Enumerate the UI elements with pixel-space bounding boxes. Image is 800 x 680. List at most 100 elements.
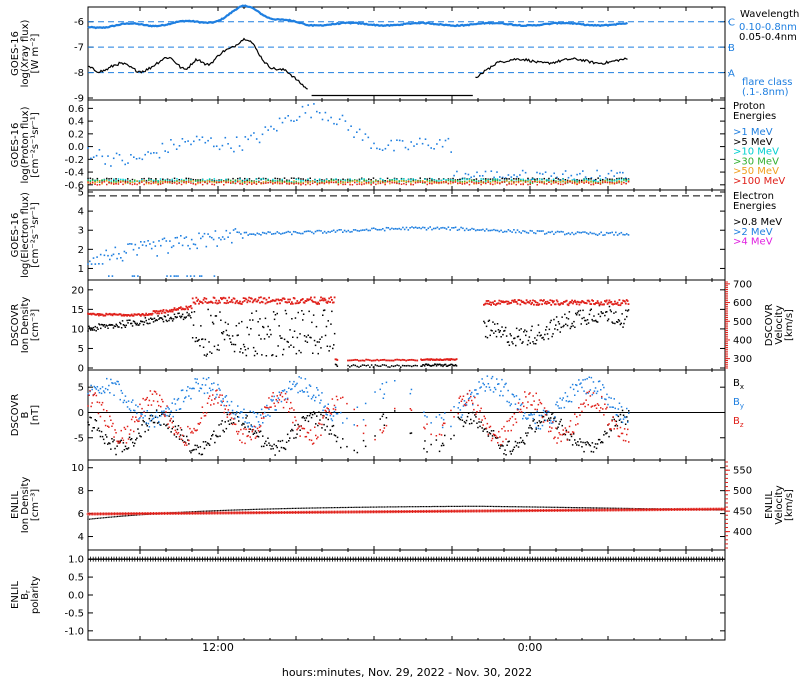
bz-series-point (196, 429, 198, 431)
by-series-point (327, 403, 329, 405)
proton-series-30MeV-point (281, 181, 283, 183)
dscovr-density-series-point (211, 352, 213, 354)
bz-series-point (142, 397, 144, 400)
proton-series-50MeV-point (143, 180, 145, 182)
dscovr-velocity-series-point (326, 302, 329, 304)
bx-series-point (500, 445, 502, 447)
electron-series-2MeV-point (467, 229, 470, 231)
bx-series-point (440, 444, 443, 447)
dscovr-density-series-point (113, 325, 116, 327)
proton-series-30MeV-point (447, 179, 450, 182)
by-series-point (485, 386, 488, 388)
by-series-point (489, 389, 492, 391)
dscovr-density-series-point (204, 338, 207, 341)
proton-series-5MeV-point (113, 179, 115, 181)
enlil-density-series-point (277, 508, 279, 510)
bx-series-point (126, 448, 129, 450)
dscovr-density-series-point (501, 326, 503, 328)
dscovr-density-series-point (262, 326, 265, 329)
enlil-density-series-point (110, 516, 112, 518)
by-series-point (318, 394, 320, 397)
proton-series-5MeV-point (323, 179, 326, 182)
bz-series-point (308, 439, 311, 441)
proton-series-30MeV-point (255, 180, 258, 183)
electron-series-2MeV-point (201, 235, 204, 238)
electron-series-2MeV-point (101, 263, 104, 265)
enlil-density-series-point (307, 507, 309, 509)
proton-series-1MeV-point (287, 115, 289, 117)
dscovr-density-series-point (153, 317, 156, 320)
proton-series-1MeV-point (622, 171, 624, 174)
by-series-point (228, 404, 231, 407)
by-series-point (270, 398, 272, 401)
electron-series-2MeV-point (134, 243, 137, 246)
bx-series-point (245, 417, 247, 419)
bz-series-point (108, 426, 110, 428)
bz-series-point (284, 392, 287, 395)
bx-series-point (225, 427, 228, 430)
bx-series-point (229, 419, 232, 421)
by-series-point (555, 403, 557, 406)
dscovr-density-series-point (311, 321, 313, 324)
electron-series-2MeV-point (320, 230, 322, 232)
proton-series-10MeV-point (138, 180, 141, 182)
dscovr-velocity-series-point (258, 296, 260, 299)
bx-series-point (321, 427, 323, 429)
bz-series-point (130, 418, 133, 421)
by-series-point (621, 421, 624, 424)
bx-series-point (272, 447, 274, 450)
proton-series-1MeV-point (278, 117, 281, 120)
electron-series-2MeV-point (130, 243, 133, 245)
by-series-point (526, 418, 528, 420)
enlil-density-series-point (223, 509, 225, 511)
proton-series-100MeV-point (438, 181, 440, 184)
by-series-point (459, 409, 462, 411)
bz-series-point (242, 433, 244, 435)
bx-series-point (501, 444, 503, 446)
enlil-density-series-point (123, 515, 125, 517)
electron-series-2MeV-point (400, 228, 402, 231)
proton-series-1MeV-point (430, 147, 432, 149)
proton-series-10MeV-point (531, 178, 534, 180)
enlil-density-series-point (263, 508, 265, 510)
proton-series-5MeV-point (150, 178, 152, 180)
dscovr-density-series-point (575, 312, 577, 315)
bz-series-point (152, 400, 155, 402)
electron-series-2MeV-point (493, 228, 495, 231)
bx-series-point (136, 437, 138, 439)
bx-series-point (340, 446, 342, 449)
by-series-point (544, 419, 547, 422)
bx-series-point (333, 434, 336, 436)
enlil-density-series-point (461, 505, 463, 507)
enlil-density-series-point (333, 507, 336, 509)
enlil-density-series-point (571, 507, 573, 509)
dscovr-density-series-point (239, 351, 241, 353)
dscovr-velocity-series-point (512, 299, 514, 302)
dscovr-velocity-series-point (531, 302, 533, 304)
by-series-point (364, 402, 367, 405)
by-series-point (622, 418, 625, 420)
proton-series-5MeV-point (543, 177, 545, 180)
dscovr-velocity-series-point (500, 300, 502, 303)
proton-series-100MeV-point (171, 182, 173, 184)
electron-series-2MeV-point (132, 248, 135, 251)
dscovr-density-series-point (390, 365, 393, 367)
bx-series-point (113, 439, 115, 441)
enlil-density-series-point (450, 505, 453, 507)
enlil-density-series-point (329, 507, 331, 509)
proton-series-100MeV-point (232, 181, 234, 183)
proton-series-10MeV-point (618, 178, 620, 181)
proton-series-1MeV-point (230, 147, 232, 149)
y2-tick-label: 500 (733, 317, 752, 328)
electron-series-2MeV-point (536, 230, 539, 232)
proton-series-5MeV-point (588, 178, 590, 180)
bz-series-point (270, 406, 272, 408)
bz-series-point (488, 426, 491, 429)
proton-series-100MeV-point (248, 182, 251, 184)
electron-series-2MeV-point (186, 275, 188, 277)
proton-series-100MeV-point (620, 183, 623, 185)
proton-series-5MeV-point (419, 177, 421, 179)
by-series-point (584, 378, 586, 381)
enlil-density-series-point (611, 507, 613, 509)
enlil-density-series-point (418, 506, 420, 508)
